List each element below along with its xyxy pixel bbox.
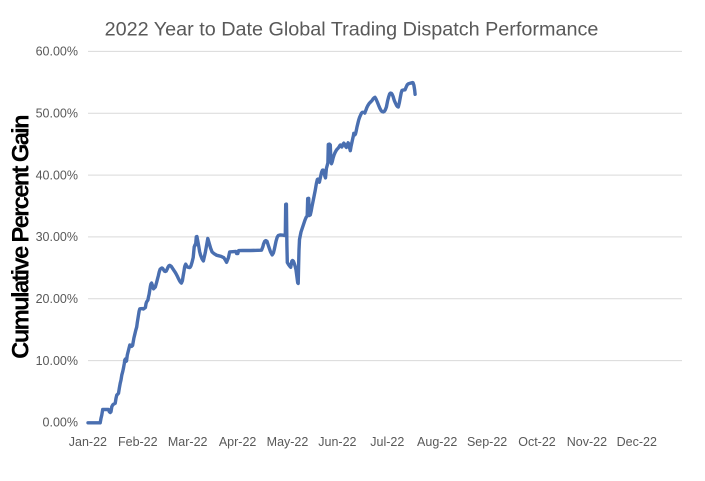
- svg-text:Cumulative Percent Gain: Cumulative Percent Gain: [8, 115, 35, 359]
- svg-text:May-22: May-22: [267, 435, 309, 449]
- svg-text:0.00%: 0.00%: [43, 416, 78, 430]
- svg-text:Jan-22: Jan-22: [69, 435, 107, 449]
- svg-text:10.00%: 10.00%: [36, 354, 78, 368]
- svg-text:Nov-22: Nov-22: [567, 435, 607, 449]
- svg-text:Mar-22: Mar-22: [168, 435, 208, 449]
- svg-text:50.00%: 50.00%: [36, 107, 78, 121]
- svg-text:2022 Year to Date Global Tradi: 2022 Year to Date Global Trading Dispatc…: [105, 19, 599, 41]
- svg-text:20.00%: 20.00%: [36, 292, 78, 306]
- svg-text:Jun-22: Jun-22: [318, 435, 356, 449]
- svg-text:30.00%: 30.00%: [36, 230, 78, 244]
- svg-text:Feb-22: Feb-22: [118, 435, 158, 449]
- svg-text:Aug-22: Aug-22: [417, 435, 457, 449]
- svg-text:60.00%: 60.00%: [36, 45, 78, 59]
- svg-text:Apr-22: Apr-22: [219, 435, 257, 449]
- svg-text:Dec-22: Dec-22: [617, 435, 657, 449]
- svg-text:40.00%: 40.00%: [36, 168, 78, 182]
- svg-text:Jul-22: Jul-22: [370, 435, 404, 449]
- svg-text:Sep-22: Sep-22: [467, 435, 507, 449]
- svg-text:Oct-22: Oct-22: [518, 435, 556, 449]
